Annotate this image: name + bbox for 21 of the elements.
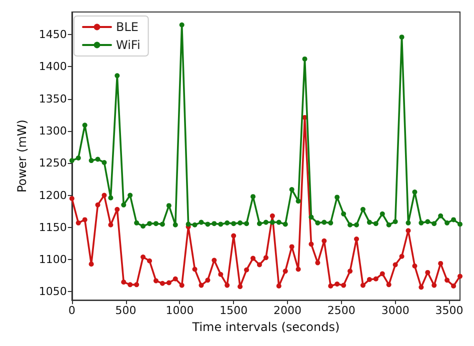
y-tick-label: 1450 [38, 28, 67, 42]
y-tick-label: 1300 [38, 124, 67, 138]
y-tick-label: 1350 [38, 92, 67, 106]
y-tick-label: 1150 [38, 220, 67, 234]
y-axis-title: Power (mW) [15, 120, 29, 193]
x-tick-label: 3000 [381, 304, 410, 318]
y-tick-label: 1100 [38, 253, 67, 266]
y-tick-label: 1400 [38, 60, 67, 74]
x-tick-label: 2000 [274, 304, 302, 318]
x-tick-label: 2500 [327, 304, 356, 318]
x-tick-label: 500 [115, 304, 136, 318]
x-axis-title: Time intervals (seconds) [191, 320, 340, 334]
x-tick-label: 3500 [435, 304, 464, 318]
x-tick-label: 0 [68, 304, 76, 318]
y-tick-label: 1200 [38, 188, 67, 202]
x-tick-label: 1000 [166, 304, 194, 318]
y-tick-label: 1050 [38, 285, 67, 298]
legend-label: WiFi [116, 38, 140, 52]
legend-label: BLE [116, 20, 138, 34]
x-tick-label: 1500 [220, 304, 248, 318]
y-tick-label: 1250 [38, 156, 67, 170]
